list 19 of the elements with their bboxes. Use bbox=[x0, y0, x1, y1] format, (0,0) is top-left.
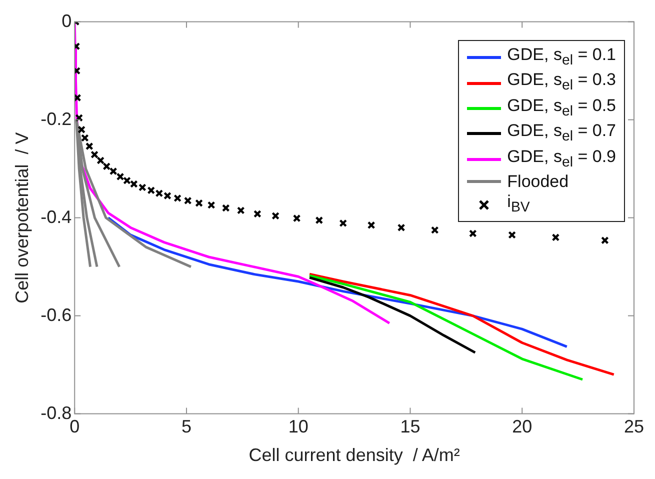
legend-label: GDE, s$_{el}$ = 0.7 bbox=[507, 121, 616, 147]
x-tick-label: 5 bbox=[181, 416, 192, 437]
x-tick-label: 10 bbox=[288, 416, 308, 437]
legend-label: GDE, s$_{el}$ = 0.3 bbox=[507, 70, 616, 96]
y-tick-label: -0.4 bbox=[40, 206, 72, 227]
legend-label: GDE, s$_{el}$ = 0.1 bbox=[507, 45, 616, 70]
x-axis-title: Cell current density / A/m² bbox=[248, 445, 460, 466]
y-tick-label: 0 bbox=[62, 10, 72, 31]
legend-label: i$_{BV}$ bbox=[507, 192, 530, 218]
legend-label: Flooded bbox=[507, 172, 569, 192]
x-tick-label: 20 bbox=[512, 416, 532, 437]
y-tick-label: -0.2 bbox=[40, 108, 72, 129]
x-tick-label: 25 bbox=[624, 416, 644, 437]
y-tick-label: -0.6 bbox=[40, 304, 72, 325]
x-tick-label: 15 bbox=[400, 416, 420, 437]
legend-label: GDE, s$_{el}$ = 0.9 bbox=[507, 146, 616, 172]
y-axis-title: Cell overpotential / V bbox=[12, 132, 32, 304]
y-tick-label: -0.8 bbox=[40, 402, 72, 423]
legend-label: GDE, s$_{el}$ = 0.5 bbox=[507, 96, 616, 122]
